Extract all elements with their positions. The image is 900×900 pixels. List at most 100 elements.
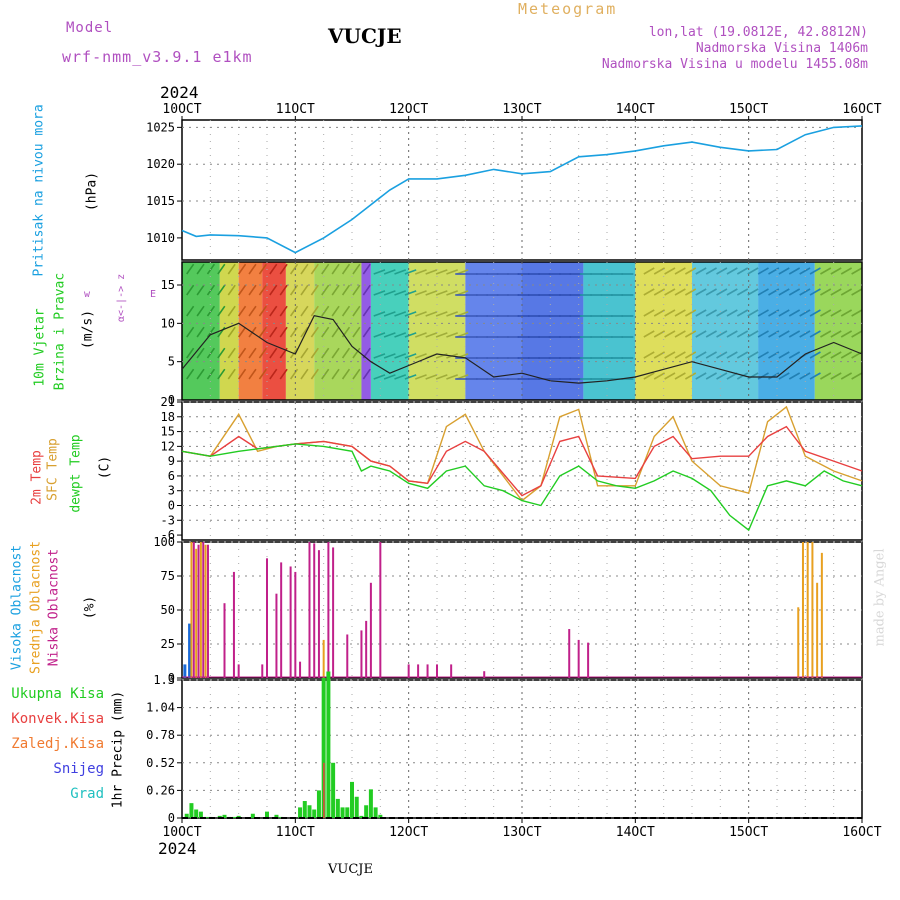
wind-barb-321 — [736, 330, 749, 338]
cloud-bar-2-29 — [483, 671, 486, 678]
wind-barb-46 — [258, 347, 267, 359]
wind-barb-288 — [684, 267, 697, 275]
wind-barb-348 — [788, 267, 801, 275]
wind-barb-10 — [196, 347, 205, 359]
wind-barb-277 — [664, 288, 676, 296]
wind-barb-69 — [300, 326, 309, 338]
wind-barb-144 — [435, 269, 448, 275]
wind-barb-354 — [799, 267, 811, 275]
cloud-bar-2-1 — [197, 544, 200, 678]
xtick-top-0: 10OCT — [162, 102, 201, 117]
wind-barb-359 — [799, 372, 811, 380]
ytick-label-pressure-3: 1025 — [146, 120, 175, 134]
cloud-bar-1-6 — [801, 542, 804, 678]
cloud-bar-2-17 — [327, 542, 330, 678]
ytick-label-pressure-0: 1010 — [146, 231, 175, 245]
wind-barb-1 — [186, 284, 195, 296]
precip-bar-0-9 — [231, 816, 236, 818]
wind-barb-22 — [217, 347, 226, 359]
precip-bar-0-22 — [331, 762, 336, 818]
wind-barb-291 — [684, 330, 697, 338]
ytick-label-precip-4: 1.04 — [146, 701, 175, 715]
wind-barb-379 — [840, 288, 853, 296]
wind-barb-85 — [331, 284, 340, 296]
wind-barb-365 — [809, 372, 821, 380]
cloud-bar-1-5 — [797, 607, 800, 678]
wind-barb-37 — [248, 284, 257, 296]
wind-barb-151 — [446, 290, 458, 296]
wind-barb-28 — [227, 347, 236, 359]
wind-barb-330 — [757, 267, 769, 275]
wind-barb-373 — [830, 288, 842, 296]
panel-frame-precip — [181, 679, 863, 819]
cloud-bar-2-27 — [436, 664, 438, 678]
wind-barb-3 — [186, 326, 195, 338]
ytick-label-wind-3: 15 — [161, 278, 175, 292]
ytick-label-temperature-8: 18 — [161, 410, 175, 424]
precip-bar-1-0 — [323, 762, 325, 818]
wind-barb-17 — [206, 368, 216, 380]
ytick-label-precip-3: 0.78 — [146, 728, 175, 742]
wind-barb-357 — [799, 330, 811, 338]
wind-barb-61 — [289, 284, 299, 296]
wind-barb-72 — [310, 263, 319, 275]
wind-barb-372 — [830, 267, 842, 275]
wind-barb-297 — [695, 330, 707, 338]
wind-barb-343 — [778, 288, 790, 296]
wind-barb-60 — [289, 263, 299, 275]
cloud-bar-2-11 — [289, 566, 292, 678]
wind-barb-361 — [809, 288, 821, 296]
precip-bar-0-28 — [359, 815, 364, 818]
wind-barb-29 — [227, 368, 236, 380]
wind-barb-282 — [674, 267, 686, 275]
wind-barb-268 — [643, 351, 655, 359]
wind-barb-311 — [716, 372, 728, 380]
cloud-bar-2-16 — [317, 550, 320, 678]
wind-barb-16 — [206, 347, 216, 359]
wind-barb-82 — [321, 347, 330, 359]
wind-barb-352 — [788, 351, 801, 359]
cloud-bar-2-14 — [308, 542, 311, 678]
wind-barb-309 — [716, 330, 728, 338]
cloud-bar-2-26 — [426, 664, 429, 678]
wind-barb-153 — [446, 332, 458, 338]
wind-barb-320 — [736, 309, 749, 317]
ytick-label-precip-5: 1.3 — [153, 673, 175, 687]
wind-barb-98 — [352, 305, 361, 317]
wind-band-15 — [814, 262, 862, 400]
wind-barb-19 — [217, 284, 226, 296]
wind-barb-84 — [331, 263, 340, 275]
wind-barb-36 — [248, 263, 257, 275]
wind-barb-329 — [747, 372, 759, 380]
cloud-bar-0-1 — [188, 623, 192, 678]
cloud-bar-2-22 — [369, 582, 372, 678]
wind-barb-306 — [716, 267, 728, 275]
wind-barb-298 — [695, 351, 707, 359]
wind-barb-108 — [373, 269, 386, 275]
wind-barb-355 — [799, 288, 811, 296]
wind-barb-128 — [404, 311, 417, 317]
ytick-label-precip-1: 0.26 — [146, 783, 175, 797]
wind-barb-150 — [446, 269, 458, 275]
wind-barb-310 — [716, 351, 728, 359]
wind-barb-7 — [196, 284, 205, 296]
wind-barb-294 — [695, 267, 707, 275]
cloud-bar-2-23 — [379, 542, 382, 678]
ytick-label-temperature-7: 15 — [161, 425, 175, 439]
model-name: wrf-nmm_v3.9.1 e1km — [62, 48, 253, 66]
ytick-label-cloud-1: 25 — [161, 637, 175, 651]
ytick-label-wind-0: 0 — [168, 393, 175, 407]
meteogram-title: Meteogram — [518, 0, 618, 18]
wind-barb-30 — [238, 263, 247, 275]
wind-barb-116 — [383, 311, 396, 317]
wind-barb-32 — [238, 305, 247, 317]
precip-bar-0-7 — [222, 814, 227, 818]
wind-barb-285 — [674, 330, 686, 338]
precip-bar-0-16 — [302, 801, 307, 818]
ytick-label-wind-1: 5 — [168, 355, 175, 369]
ytick-label-pressure-2: 1020 — [146, 157, 175, 171]
wind-barb-293 — [684, 372, 697, 380]
cloud-bar-2-31 — [577, 639, 580, 678]
wind-barb-97 — [352, 284, 361, 296]
panel-frame-temperature — [181, 401, 863, 541]
